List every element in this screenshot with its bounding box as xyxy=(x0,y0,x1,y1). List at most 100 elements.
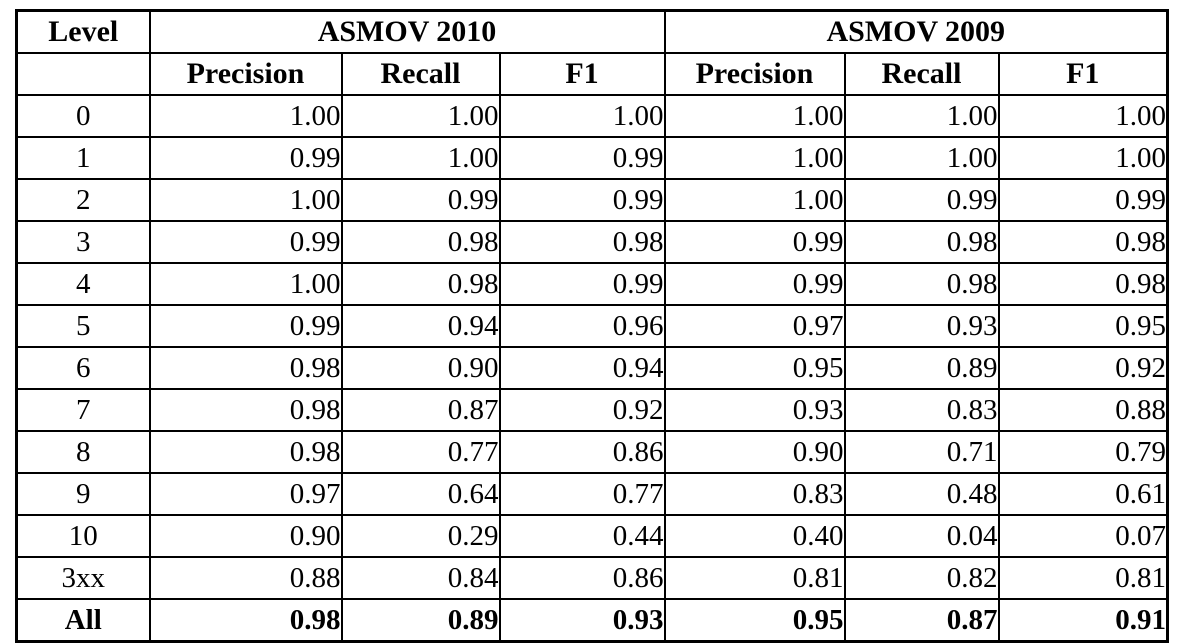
value-cell: 0.40 xyxy=(663,514,846,558)
level-cell: 5 xyxy=(15,304,151,348)
value-cell: 0.98 xyxy=(997,220,1169,264)
table-row: 10 0.90 0.29 0.44 0.40 0.04 0.07 xyxy=(15,514,1169,558)
level-cell: 2 xyxy=(15,178,151,222)
table-row: 4 1.00 0.98 0.99 0.99 0.98 0.98 xyxy=(15,262,1169,306)
results-table-container: Level ASMOV 2010 ASMOV 2009 Precision Re… xyxy=(15,9,1169,643)
value-cell: 0.99 xyxy=(148,304,343,348)
table-row: 2 1.00 0.99 0.99 1.00 0.99 0.99 xyxy=(15,178,1169,222)
value-cell: 0.84 xyxy=(340,556,501,600)
value-cell: 0.99 xyxy=(997,178,1169,222)
value-cell: 0.61 xyxy=(997,472,1169,516)
value-cell: 0.94 xyxy=(340,304,501,348)
level-cell: 9 xyxy=(15,472,151,516)
value-cell: 0.99 xyxy=(663,262,846,306)
value-cell: 0.77 xyxy=(498,472,666,516)
table-row: 3xx 0.88 0.84 0.86 0.81 0.82 0.81 xyxy=(15,556,1169,600)
value-cell: 0.98 xyxy=(843,220,1000,264)
value-cell: 0.99 xyxy=(663,220,846,264)
col-header-f1-2010: F1 xyxy=(498,52,666,96)
value-cell: 1.00 xyxy=(997,94,1169,138)
table-row: All 0.98 0.89 0.93 0.95 0.87 0.91 xyxy=(15,598,1169,643)
value-cell: 0.98 xyxy=(997,262,1169,306)
value-cell: 0.99 xyxy=(148,136,343,180)
col-header-recall-2010: Recall xyxy=(340,52,501,96)
value-cell: 0.90 xyxy=(148,514,343,558)
value-cell: 1.00 xyxy=(340,136,501,180)
value-cell: 0.83 xyxy=(843,388,1000,432)
value-cell: 0.99 xyxy=(498,178,666,222)
value-cell: 0.98 xyxy=(843,262,1000,306)
value-cell: 1.00 xyxy=(148,262,343,306)
col-header-f1-2009: F1 xyxy=(997,52,1169,96)
value-cell: 1.00 xyxy=(997,136,1169,180)
group-header-row: Level ASMOV 2010 ASMOV 2009 xyxy=(15,9,1169,54)
value-cell: 0.44 xyxy=(498,514,666,558)
col-header-recall-2009: Recall xyxy=(843,52,1000,96)
group-header-asmov-2009: ASMOV 2009 xyxy=(663,9,1169,54)
level-cell: 0 xyxy=(15,94,151,138)
value-cell: 0.99 xyxy=(498,136,666,180)
value-cell: 0.81 xyxy=(997,556,1169,600)
value-cell: 0.29 xyxy=(340,514,501,558)
value-cell: 0.82 xyxy=(843,556,1000,600)
value-cell: 0.94 xyxy=(498,346,666,390)
value-cell: 0.93 xyxy=(843,304,1000,348)
value-cell: 1.00 xyxy=(148,178,343,222)
value-cell: 1.00 xyxy=(663,178,846,222)
value-cell: 1.00 xyxy=(663,136,846,180)
results-table: Level ASMOV 2010 ASMOV 2009 Precision Re… xyxy=(15,9,1169,643)
level-cell: 3 xyxy=(15,220,151,264)
value-cell: 0.90 xyxy=(663,430,846,474)
level-cell: 8 xyxy=(15,430,151,474)
value-cell: 0.99 xyxy=(498,262,666,306)
level-subheader-empty xyxy=(15,52,151,96)
col-header-precision-2010: Precision xyxy=(148,52,343,96)
table-row: 8 0.98 0.77 0.86 0.90 0.71 0.79 xyxy=(15,430,1169,474)
value-cell: 0.87 xyxy=(340,388,501,432)
level-cell: All xyxy=(15,598,151,643)
value-cell: 0.99 xyxy=(843,178,1000,222)
level-header: Level xyxy=(15,9,151,54)
table-row: 1 0.99 1.00 0.99 1.00 1.00 1.00 xyxy=(15,136,1169,180)
value-cell: 1.00 xyxy=(663,94,846,138)
value-cell: 0.07 xyxy=(997,514,1169,558)
value-cell: 0.92 xyxy=(498,388,666,432)
value-cell: 0.71 xyxy=(843,430,1000,474)
level-cell: 3xx xyxy=(15,556,151,600)
value-cell: 0.89 xyxy=(843,346,1000,390)
value-cell: 1.00 xyxy=(843,136,1000,180)
value-cell: 0.86 xyxy=(498,556,666,600)
value-cell: 0.95 xyxy=(663,598,846,643)
value-cell: 0.86 xyxy=(498,430,666,474)
value-cell: 0.90 xyxy=(340,346,501,390)
value-cell: 0.97 xyxy=(663,304,846,348)
value-cell: 0.79 xyxy=(997,430,1169,474)
value-cell: 0.95 xyxy=(997,304,1169,348)
value-cell: 0.64 xyxy=(340,472,501,516)
value-cell: 0.04 xyxy=(843,514,1000,558)
value-cell: 0.98 xyxy=(340,220,501,264)
value-cell: 0.89 xyxy=(340,598,501,643)
table-row: 9 0.97 0.64 0.77 0.83 0.48 0.61 xyxy=(15,472,1169,516)
value-cell: 1.00 xyxy=(498,94,666,138)
value-cell: 0.92 xyxy=(997,346,1169,390)
results-table-body: 0 1.00 1.00 1.00 1.00 1.00 1.00 1 0.99 1.00 0.99 1.… xyxy=(15,94,1169,643)
value-cell: 0.88 xyxy=(997,388,1169,432)
value-cell: 0.98 xyxy=(148,388,343,432)
value-cell: 0.97 xyxy=(148,472,343,516)
value-cell: 0.99 xyxy=(148,220,343,264)
table-row: 0 1.00 1.00 1.00 1.00 1.00 1.00 xyxy=(15,94,1169,138)
col-header-precision-2009: Precision xyxy=(663,52,846,96)
value-cell: 0.98 xyxy=(340,262,501,306)
value-cell: 0.98 xyxy=(148,346,343,390)
value-cell: 0.48 xyxy=(843,472,1000,516)
value-cell: 0.93 xyxy=(663,388,846,432)
table-row: 7 0.98 0.87 0.92 0.93 0.83 0.88 xyxy=(15,388,1169,432)
value-cell: 0.93 xyxy=(498,598,666,643)
table-row: 6 0.98 0.90 0.94 0.95 0.89 0.92 xyxy=(15,346,1169,390)
value-cell: 0.81 xyxy=(663,556,846,600)
group-header-asmov-2010: ASMOV 2010 xyxy=(148,9,666,54)
value-cell: 0.96 xyxy=(498,304,666,348)
value-cell: 0.77 xyxy=(340,430,501,474)
value-cell: 0.83 xyxy=(663,472,846,516)
